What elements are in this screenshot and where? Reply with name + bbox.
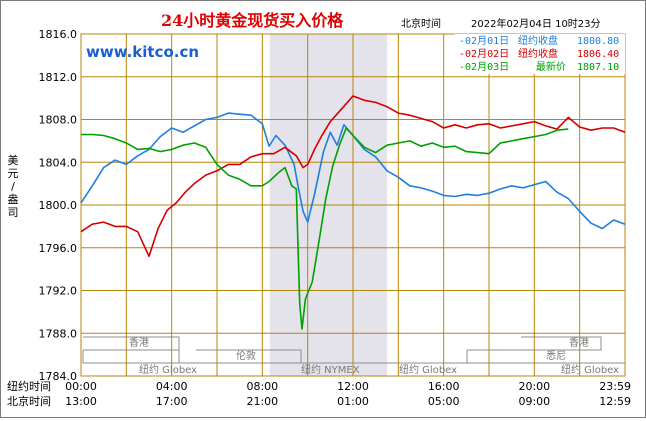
y-unit-char-4: 司 (8, 206, 19, 219)
x-tick-label-1-1: 17:00 (156, 395, 188, 408)
x-tick-label-0-6: 23:59 (599, 380, 631, 393)
x-tick-label-1-4: 05:00 (428, 395, 460, 408)
legend-label-feb03: 最新价 (536, 60, 566, 73)
market-label-london: 伦敦 (236, 349, 256, 362)
series-line-2 (80, 95, 626, 258)
legend-item-feb02: -02月02日 纽约收盘 1806.40 (459, 47, 619, 60)
price-series (80, 95, 626, 330)
series-line-3 (81, 127, 569, 330)
market-label-globex-2: 纽约 Globex (399, 363, 457, 376)
y-unit-char-2: / (11, 180, 15, 193)
x-axis-ticks: 纽约时间 00:00 04:00 08:00 12:00 16:00 20:00 23:59 北… (7, 379, 631, 408)
y-axis-unit: 美元/盎司 (8, 154, 19, 219)
market-line-hongkong-2 (467, 336, 602, 351)
x-tick-label-1-0: 13:00 (65, 395, 97, 408)
y-tick-label-1: 1788.0 (39, 327, 78, 340)
legend-label-feb01: 纽约收盘 (518, 34, 558, 47)
y-tick-label-8: 1816.0 (39, 28, 78, 41)
plot-border (80, 33, 626, 377)
y-unit-char-3: 盎 (8, 192, 19, 206)
market-label-globex-3: 纽约 Globex (561, 363, 619, 376)
current-datetime: 2022年02月04日 10时23分 (471, 17, 601, 30)
legend-value-feb03: 1807.10 (577, 62, 619, 73)
legend-date-feb03: -02月03日 (459, 61, 509, 73)
y-tick-label-0: 1784.0 (39, 370, 78, 383)
x-tick-label-1-5: 09:00 (518, 395, 550, 408)
market-label-hongkong: 香港 (129, 337, 149, 349)
legend-value-feb01: 1800.80 (577, 36, 619, 47)
market-label-hongkong-2: 香港 (569, 337, 589, 349)
market-line-globex-1 (82, 350, 271, 364)
x-tick-label-0-2: 08:00 (246, 380, 278, 393)
kitco-watermark: www.kitco.cn (86, 43, 199, 61)
market-sessions: 香港 纽约 Globex 伦敦 纽约 NYMEX 纽约 Globex 香港 悉尼… (82, 336, 625, 376)
market-label-sydney: 悉尼 (546, 350, 566, 362)
y-tick-label-7: 1812.0 (39, 71, 78, 84)
y-unit-char-0: 美 (8, 154, 19, 167)
y-axis-ticks: 1784.0 1788.0 1792.0 1796.0 1800.0 1804.0 1808… (39, 28, 78, 383)
legend-date-feb02: -02月02日 (459, 48, 509, 60)
x-tick-label-1-2: 21:00 (246, 395, 278, 408)
beijing-time-label: 北京时间 (401, 17, 441, 30)
x-tick-label-0-4: 16:00 (428, 380, 460, 393)
x-tick-label-0-1: 04:00 (156, 380, 188, 393)
legend-date-feb01: -02月01日 (459, 35, 509, 47)
market-label-globex-1: 纽约 Globex (139, 363, 197, 376)
series-line-1 (80, 112, 626, 230)
y-tick-label-5: 1804.0 (39, 156, 78, 169)
chart-title: 24小时黄金现货买入价格 (161, 11, 344, 30)
legend-value-feb02: 1806.40 (577, 49, 619, 60)
x-tick-label-0-5: 20:00 (518, 380, 550, 393)
x-tick-label-0-0: 00:00 (65, 380, 97, 393)
y-unit-char-1: 元 (8, 167, 19, 180)
y-tick-label-2: 1792.0 (39, 285, 78, 298)
y-tick-label-6: 1808.0 (39, 114, 78, 127)
x-tick-label-0-3: 12:00 (337, 380, 369, 393)
market-label-nymex: 纽约 NYMEX (301, 363, 360, 376)
time-row-label-0: 纽约时间 (7, 379, 51, 393)
legend: -02月01日 纽约收盘 1800.80 -02月02日 纽约收盘 1806.4… (455, 34, 625, 74)
market-line-london (196, 349, 302, 363)
legend-item-feb01: -02月01日 纽约收盘 1800.80 (459, 34, 619, 47)
x-tick-label-1-6: 12:59 (599, 395, 631, 408)
time-row-label-1: 北京时间 (7, 394, 51, 408)
grid-lines (80, 33, 626, 377)
legend-item-feb03: -02月03日 最新价 1807.10 (459, 60, 619, 73)
x-tick-label-1-3: 01:00 (337, 395, 369, 408)
legend-background (455, 34, 625, 74)
legend-label-feb02: 纽约收盘 (518, 47, 558, 60)
y-tick-label-4: 1800.0 (39, 199, 78, 212)
market-line-hongkong (83, 336, 180, 351)
y-tick-label-3: 1796.0 (39, 242, 78, 255)
